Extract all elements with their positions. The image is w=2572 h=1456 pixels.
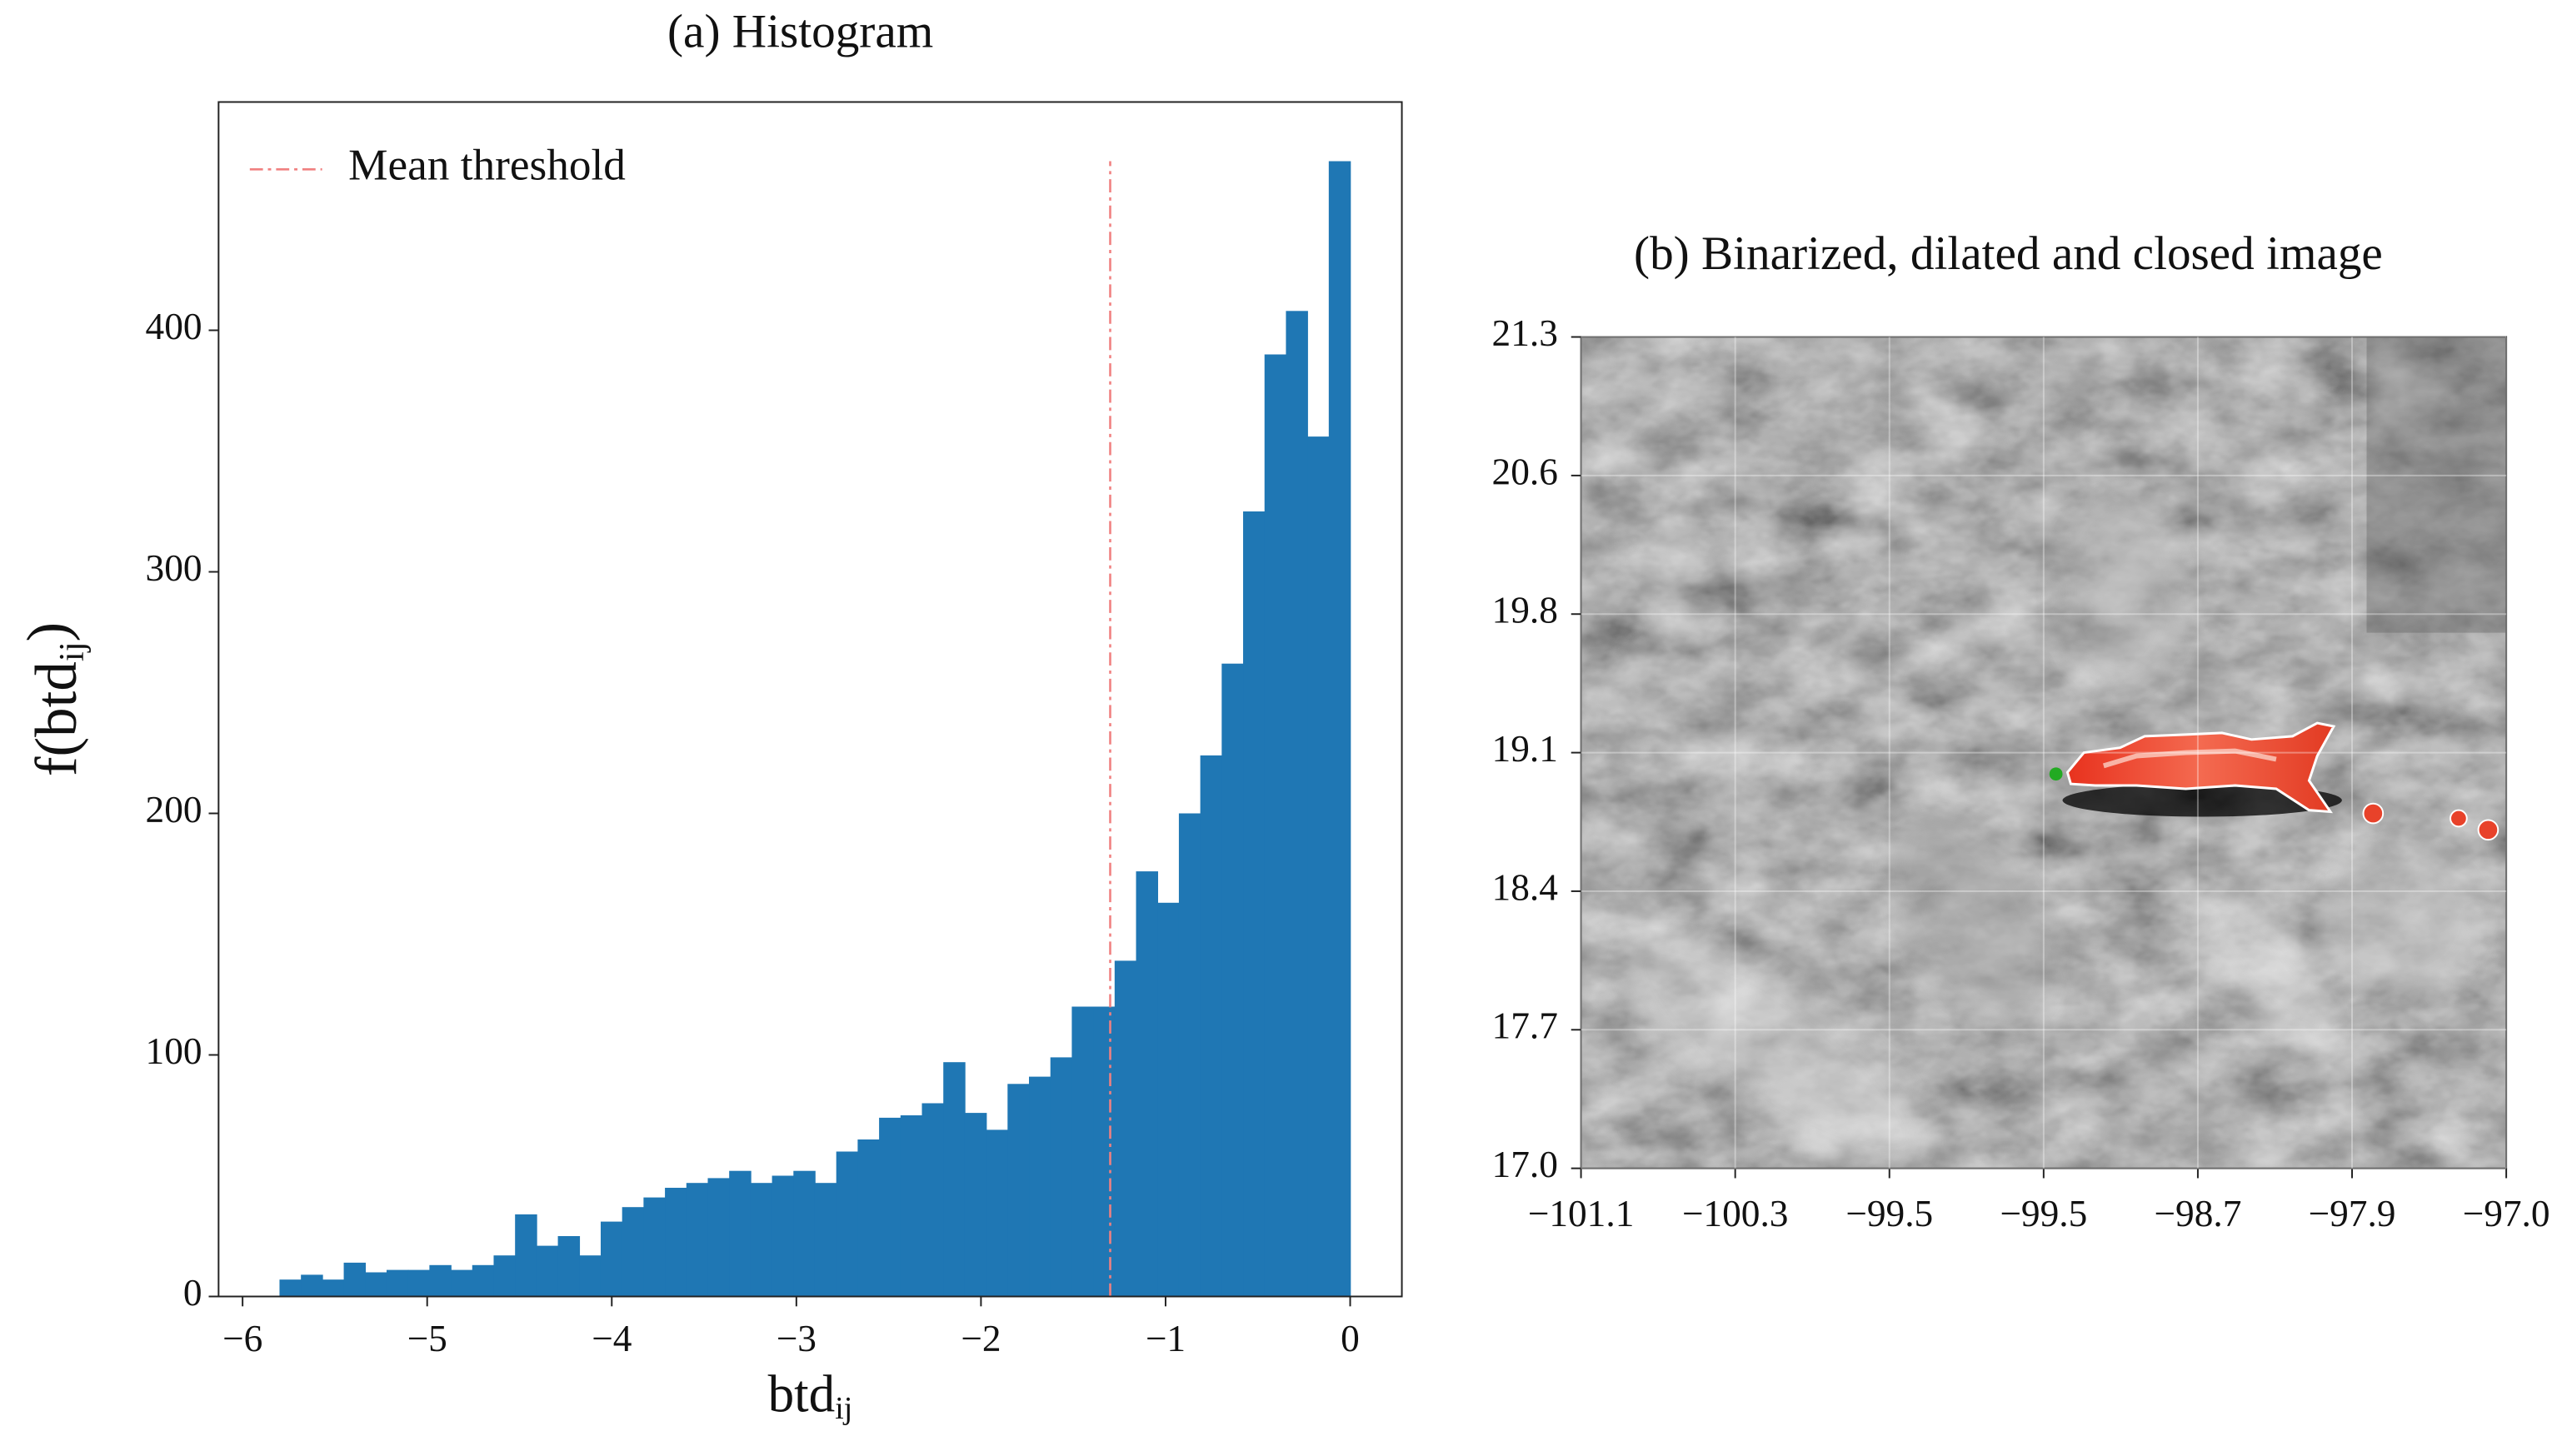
bar <box>772 1175 795 1297</box>
bar <box>365 1272 387 1297</box>
x-tick-label: −4 <box>592 1318 632 1359</box>
y-axis-label-sub: ij <box>52 641 92 661</box>
bar <box>1307 436 1330 1297</box>
bar <box>536 1245 559 1297</box>
bar <box>686 1183 709 1297</box>
x-tick-label: −2 <box>961 1318 1001 1359</box>
bar <box>964 1113 987 1297</box>
y-tick-label: 17.7 <box>1492 1005 1558 1047</box>
x-tick-label: −97.0 <box>2463 1193 2550 1234</box>
histogram-panel: (a) Histogram Mean threshold −6 −5 −4 −3 −2 −1… <box>16 6 1403 1426</box>
y-axis-label-base: f(btd <box>24 661 89 776</box>
bar <box>750 1183 773 1297</box>
bar <box>921 1103 944 1297</box>
x-axis-label: btdij <box>768 1365 853 1425</box>
bar <box>1007 1084 1030 1297</box>
bar <box>1286 311 1308 1297</box>
bar <box>1071 1006 1094 1297</box>
y-tick-label: 21.3 <box>1492 312 1558 354</box>
x-tick-label: −99.5 <box>2000 1193 2087 1234</box>
y-axis-label-end: ) <box>16 622 81 642</box>
bar <box>451 1269 473 1297</box>
x-tick-label: −3 <box>777 1318 817 1359</box>
bar <box>1093 1006 1116 1297</box>
x-tick-label: −98.7 <box>2154 1193 2241 1234</box>
bar <box>386 1269 409 1297</box>
bar <box>472 1264 495 1297</box>
bar <box>643 1197 666 1297</box>
plot-frame <box>217 101 1403 1298</box>
x-tick-label: −97.9 <box>2309 1193 2396 1234</box>
bar <box>301 1274 323 1297</box>
x-tick-label: −5 <box>407 1318 447 1359</box>
bar <box>814 1183 837 1297</box>
bar <box>1328 161 1351 1297</box>
bar <box>857 1139 880 1297</box>
satellite-image <box>1581 337 2507 1169</box>
legend-label: Mean threshold <box>348 141 626 190</box>
y-tick-label: 19.1 <box>1492 728 1558 770</box>
y-tick-label: 400 <box>146 306 202 347</box>
y-tick-label: 17.0 <box>1492 1144 1558 1185</box>
bar <box>1114 960 1137 1297</box>
y-tick-label: 0 <box>183 1272 202 1314</box>
y-tick-label: 200 <box>146 789 202 830</box>
bar <box>429 1264 452 1297</box>
y-tick-label: 20.6 <box>1492 451 1558 492</box>
bar <box>343 1262 367 1297</box>
bar <box>707 1178 730 1297</box>
y-axis-label: f(btdij) <box>16 622 91 776</box>
bar <box>1221 663 1244 1297</box>
bar <box>1243 511 1266 1297</box>
bar <box>407 1269 431 1297</box>
x-axis-label-sub: ij <box>835 1391 852 1426</box>
bar <box>729 1170 752 1297</box>
x-tick-label: −99.5 <box>1845 1193 1933 1234</box>
bar <box>279 1279 302 1297</box>
bar <box>1200 755 1223 1297</box>
x-tick-label: −100.3 <box>1682 1193 1789 1234</box>
bar <box>1178 813 1201 1297</box>
bar <box>493 1255 516 1297</box>
bar <box>515 1214 537 1297</box>
bar <box>900 1114 923 1297</box>
y-tick-label: 18.4 <box>1492 866 1558 908</box>
bar <box>793 1170 816 1297</box>
bar <box>600 1221 623 1297</box>
bar <box>557 1235 581 1297</box>
x-tick-label: −1 <box>1146 1318 1186 1359</box>
bar <box>836 1151 859 1297</box>
bar <box>1136 871 1159 1297</box>
bar <box>943 1062 966 1297</box>
bar <box>622 1207 645 1297</box>
x-axis-label-base: btd <box>768 1365 836 1424</box>
bar <box>986 1129 1009 1297</box>
chart-title: (b) Binarized, dilated and closed image <box>1634 227 2383 280</box>
bar <box>322 1279 345 1297</box>
bar <box>1029 1076 1051 1297</box>
image-panel: (b) Binarized, dilated and closed image … <box>1492 227 2550 1234</box>
bar <box>1050 1057 1073 1297</box>
bar <box>1157 902 1180 1297</box>
chart-title: (a) Histogram <box>667 6 933 58</box>
y-tick-label: 300 <box>146 547 202 589</box>
x-tick-label: −101.1 <box>1528 1193 1635 1234</box>
x-tick-label: 0 <box>1341 1318 1360 1359</box>
y-tick-label: 19.8 <box>1492 590 1558 631</box>
bar <box>665 1187 687 1297</box>
bar <box>579 1255 602 1297</box>
bar <box>1264 354 1287 1297</box>
bar <box>879 1117 901 1297</box>
y-tick-label: 100 <box>146 1030 202 1072</box>
x-tick-label: −6 <box>222 1318 262 1359</box>
